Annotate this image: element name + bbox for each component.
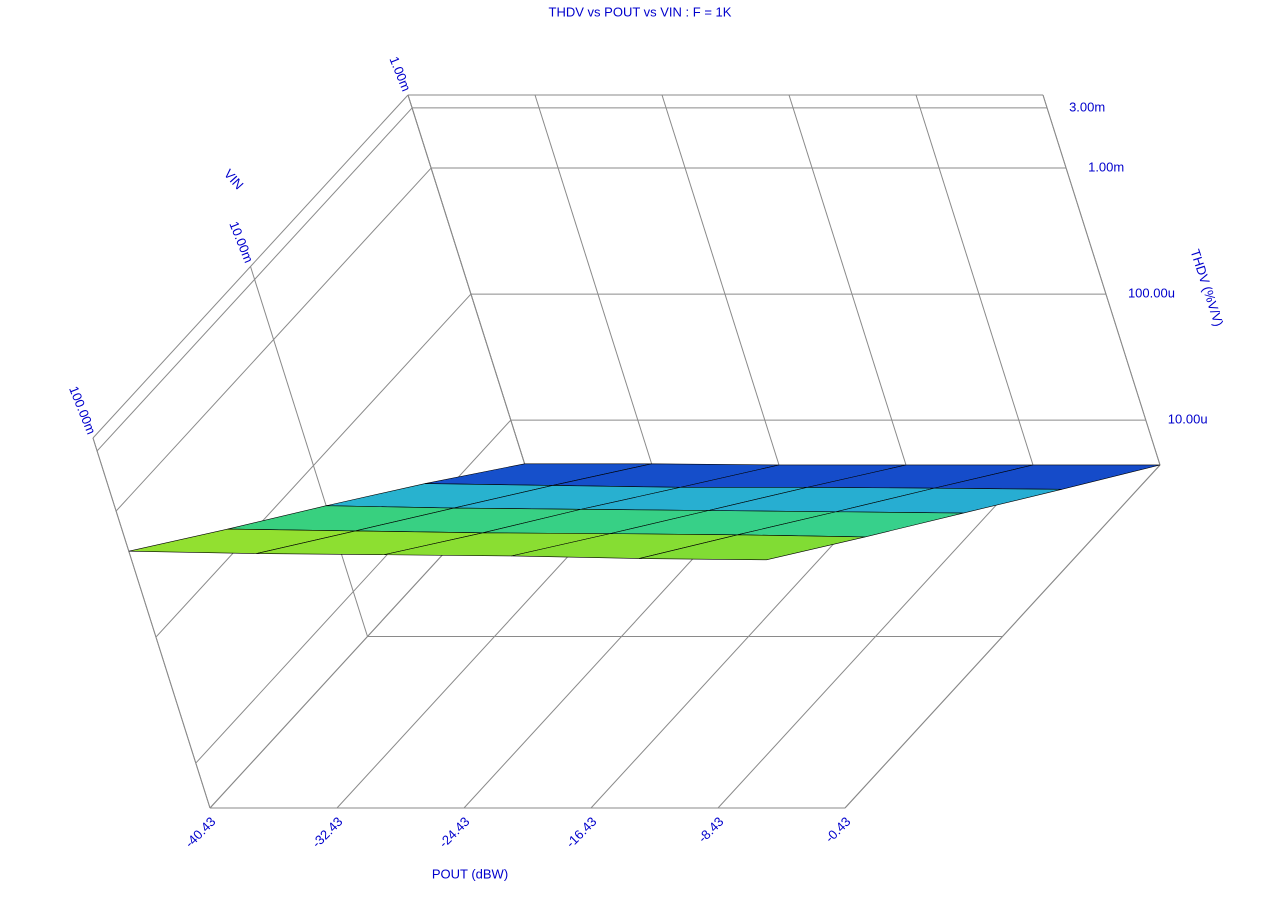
grid-line <box>915 94 1034 466</box>
grid-line <box>661 94 780 466</box>
grid-line <box>250 266 368 637</box>
x-tick-label: -24.43 <box>436 814 473 851</box>
x-tick-label: -0.43 <box>822 814 854 846</box>
x-tick-label: -40.43 <box>182 814 219 851</box>
x-tick-label: -32.43 <box>309 814 346 851</box>
x-axis-label: POUT (dBW) <box>432 866 508 881</box>
z-tick-label: 1.00m <box>1088 159 1124 174</box>
y-tick-label: 100.00m <box>66 384 99 437</box>
grid-line <box>407 94 526 466</box>
x-tick-label: -8.43 <box>695 814 727 846</box>
y-tick-label: 10.00m <box>226 219 256 265</box>
grid-line <box>92 437 211 809</box>
grid-line <box>1042 94 1161 466</box>
grid-line <box>788 94 907 466</box>
grid-line <box>195 419 512 764</box>
y-axis-label: VIN <box>221 166 247 192</box>
chart-title: THDV vs POUT vs VIN : F = 1K <box>549 4 732 19</box>
grid-line <box>96 107 413 452</box>
grid-line <box>155 293 472 638</box>
y-tick-label: 1.00m <box>386 54 413 93</box>
z-tick-label: 3.00m <box>1069 99 1105 114</box>
z-tick-label: 100.00u <box>1128 286 1175 301</box>
z-axis-label: THDV (%V/V) <box>1187 247 1226 328</box>
grid-line <box>534 94 653 466</box>
surface-patch <box>639 534 866 561</box>
x-tick-label: -16.43 <box>563 814 600 851</box>
grid-line <box>115 167 432 512</box>
z-tick-label: 10.00u <box>1168 412 1208 427</box>
